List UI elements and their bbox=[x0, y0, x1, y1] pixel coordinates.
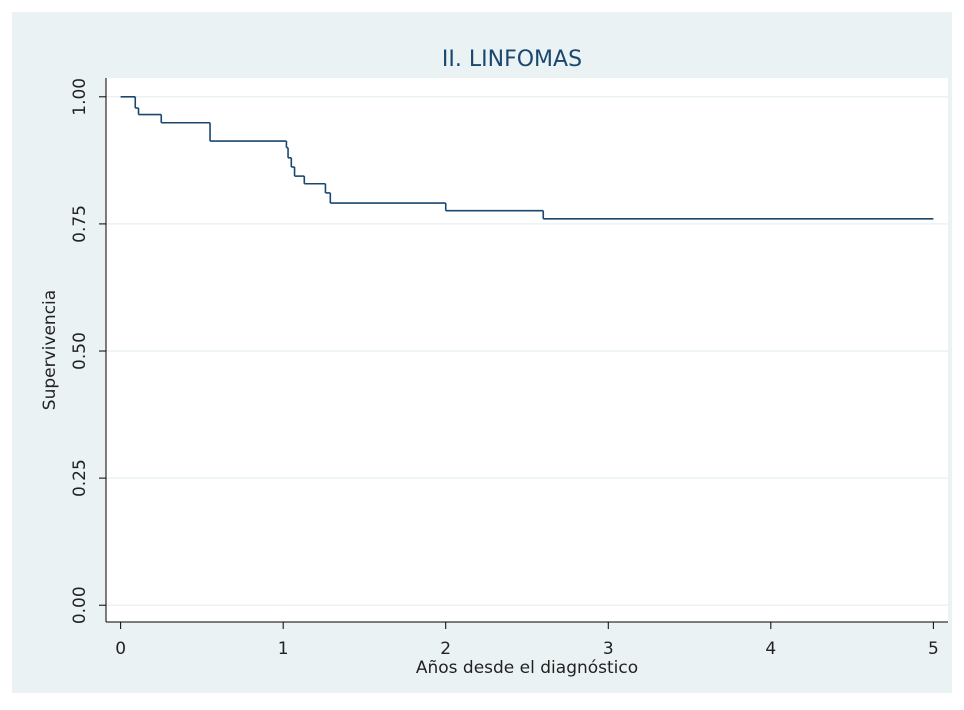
x-tick-label: 3 bbox=[603, 639, 614, 659]
y-tick-label: 1.00 bbox=[70, 78, 90, 116]
y-axis-label: Supervivencia bbox=[40, 290, 60, 410]
chart-title: II. LINFOMAS bbox=[442, 47, 582, 72]
y-tick-label: 0.50 bbox=[70, 332, 90, 370]
plot-area bbox=[106, 78, 948, 622]
x-tick-label: 5 bbox=[928, 639, 939, 659]
x-tick-label: 4 bbox=[765, 639, 776, 659]
x-tick-label: 2 bbox=[440, 639, 451, 659]
x-axis-label: Años desde el diagnóstico bbox=[416, 658, 638, 678]
x-tick-label: 0 bbox=[115, 639, 126, 659]
y-tick-label: 0.75 bbox=[70, 205, 90, 243]
y-tick-label: 0.00 bbox=[70, 586, 90, 624]
y-tick-label: 0.25 bbox=[70, 459, 90, 497]
x-tick-label: 1 bbox=[278, 639, 289, 659]
